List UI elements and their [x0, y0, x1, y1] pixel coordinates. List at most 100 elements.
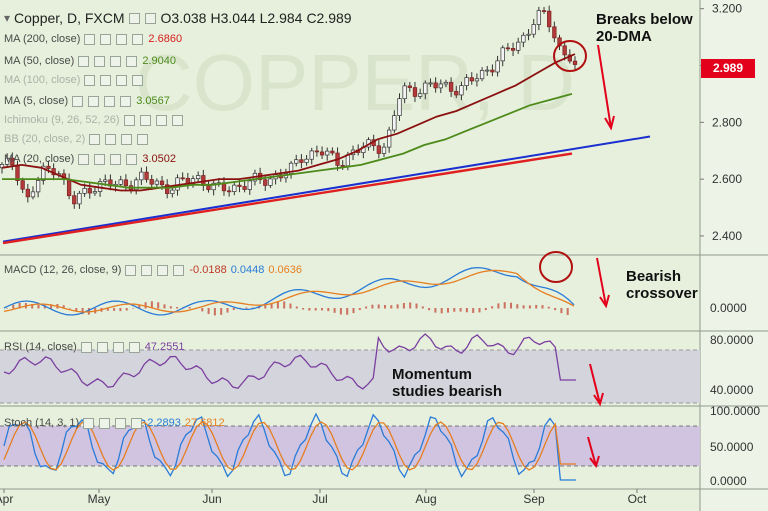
eye-icon[interactable] [78, 153, 90, 165]
legend-macd[interactable]: MACD (12, 26, close, 9) -0.0188 0.0448 0… [4, 264, 302, 276]
settings-icon[interactable] [144, 12, 156, 24]
add-icon[interactable] [155, 114, 167, 126]
eye-icon[interactable] [83, 417, 95, 429]
add-icon[interactable] [116, 33, 128, 45]
add-icon[interactable] [157, 264, 169, 276]
macd-histogram-bar [339, 308, 342, 315]
eye-icon[interactable] [84, 74, 96, 86]
close-icon[interactable] [137, 133, 149, 145]
close-icon[interactable] [132, 33, 144, 45]
candle-body [180, 177, 185, 180]
candle-body [392, 115, 397, 131]
macd-histogram-bar [434, 308, 437, 313]
price-tick-label: 2.800 [712, 115, 742, 129]
indicator-lines-group [1, 53, 651, 245]
legend-ma100[interactable]: MA (100, close) [4, 74, 144, 86]
price-tick-label: 2.600 [712, 172, 742, 186]
eye-icon[interactable] [84, 33, 96, 45]
macd-histogram-bar [365, 306, 368, 309]
settings-icon[interactable] [100, 74, 112, 86]
eye-icon[interactable] [80, 341, 92, 353]
legend-ma200-value: 2.6860 [148, 33, 183, 45]
legend-ma200[interactable]: MA (200, close) 2.6860 [4, 33, 182, 45]
candle-body [66, 178, 72, 197]
legend-bb[interactable]: BB (20, close, 2) [4, 133, 149, 145]
add-icon[interactable] [116, 74, 128, 86]
eye-icon[interactable] [89, 133, 101, 145]
settings-icon[interactable] [99, 417, 111, 429]
legend-ichimoku[interactable]: Ichimoku (9, 26, 52, 26) [4, 114, 184, 126]
close-icon[interactable] [126, 55, 138, 67]
macd-histogram-bar [276, 301, 279, 309]
settings-icon[interactable] [88, 95, 100, 107]
add-icon[interactable] [104, 95, 116, 107]
settings-icon[interactable] [139, 114, 151, 126]
candle-body [417, 93, 423, 97]
macd-histogram-bar [346, 308, 349, 315]
add-icon[interactable] [110, 55, 122, 67]
legend-stoch[interactable]: Stoch (14, 3, 1) 2.2893 27.6812 [4, 417, 225, 429]
macd-histogram-bar [232, 308, 235, 311]
close-icon[interactable] [171, 114, 183, 126]
eye-icon[interactable] [78, 55, 90, 67]
legend-rsi[interactable]: RSI (14, close) 47.2551 [4, 341, 185, 353]
breaks-circle [553, 40, 587, 72]
candle-body [263, 179, 268, 186]
candle-body [268, 178, 273, 186]
settings-icon[interactable] [141, 264, 153, 276]
legend-ma20[interactable]: MA (20, close) 3.0502 [4, 153, 176, 165]
legend-ma5[interactable]: MA (5, close) 3.0567 [4, 95, 170, 107]
close-icon[interactable] [132, 74, 144, 86]
candle-body [387, 129, 392, 148]
eye-icon[interactable] [72, 95, 84, 107]
candle-body [464, 77, 469, 86]
settings-icon[interactable] [94, 55, 106, 67]
macd-histogram-bar [447, 308, 449, 313]
legend-ma50[interactable]: MA (50, close) 2.9040 [4, 55, 176, 67]
close-icon[interactable] [131, 417, 143, 429]
time-tick-label: May [88, 492, 111, 506]
add-icon[interactable] [115, 417, 127, 429]
macd-histogram-bar [516, 304, 519, 309]
close-icon[interactable] [126, 153, 138, 165]
close-icon[interactable] [120, 95, 132, 107]
macd-histogram-bar [409, 302, 412, 309]
add-icon[interactable] [112, 341, 124, 353]
macd-histogram-bar [201, 308, 204, 312]
candle-body [469, 77, 474, 82]
trendline [2, 135, 651, 243]
settings-icon[interactable] [94, 153, 106, 165]
candle-body [77, 192, 82, 205]
candle-body [572, 60, 578, 65]
candle-body [237, 184, 242, 187]
close-icon[interactable] [173, 264, 185, 276]
settings-icon[interactable] [105, 133, 117, 145]
candle-body [242, 186, 247, 190]
add-icon[interactable] [121, 133, 133, 145]
ma200-line [2, 152, 573, 245]
candle-body [562, 45, 567, 56]
macd-histogram-bar [62, 305, 65, 309]
candle-body [154, 180, 160, 185]
arrow-head-price [604, 115, 615, 131]
add-icon[interactable] [110, 153, 122, 165]
stoch-group [3, 412, 576, 481]
macd-histogram-bar [333, 308, 336, 313]
candle-body [314, 150, 320, 153]
macd-histogram-bar [484, 308, 487, 311]
macd-histogram-bar [75, 308, 78, 312]
candle-body [149, 179, 154, 185]
candle-body [118, 179, 123, 185]
candle-body [495, 60, 500, 73]
eye-icon[interactable] [123, 114, 135, 126]
eye-icon[interactable] [125, 264, 137, 276]
chevron-icon[interactable]: ▾ [4, 11, 11, 25]
settings-icon[interactable] [100, 33, 112, 45]
settings-icon[interactable] [96, 341, 108, 353]
candle-body [459, 85, 464, 96]
close-icon[interactable] [128, 341, 140, 353]
macd-histogram-bar [31, 304, 34, 309]
arrow-stoch [587, 436, 597, 467]
eye-icon[interactable] [128, 12, 140, 24]
macd-histogram-bar [503, 302, 506, 309]
